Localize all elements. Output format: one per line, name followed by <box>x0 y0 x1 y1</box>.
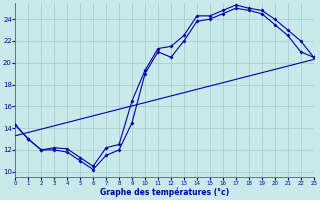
X-axis label: Graphe des températures (°c): Graphe des températures (°c) <box>100 188 229 197</box>
